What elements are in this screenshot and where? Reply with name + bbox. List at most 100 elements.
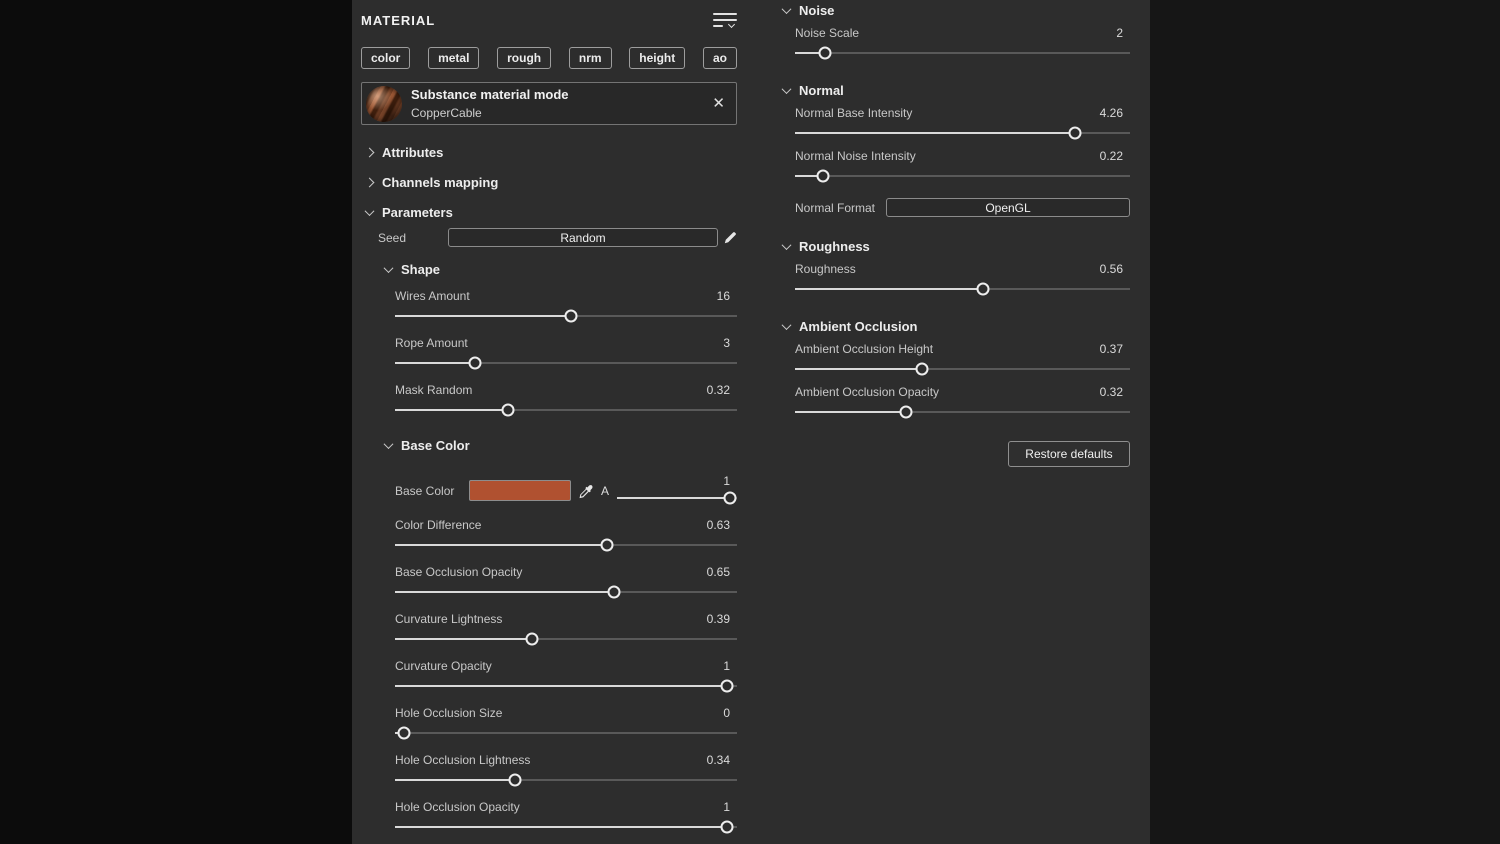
channel-button-nrm[interactable]: nrm [568, 47, 612, 69]
material-mode-title: Substance material mode [411, 87, 569, 102]
slider-track[interactable] [395, 820, 737, 835]
seed-random-button[interactable]: Random [448, 228, 718, 247]
slider-track[interactable] [395, 356, 737, 371]
section-roughness[interactable]: Roughness [781, 239, 1130, 254]
slider-knob[interactable] [525, 632, 539, 646]
slider-track[interactable] [395, 773, 737, 788]
slider-knob[interactable] [397, 726, 411, 740]
slider-knob[interactable] [1068, 126, 1082, 140]
slider-hole-occlusion-lightness: Hole Occlusion Lightness 0.34 [361, 752, 737, 788]
slider-track[interactable] [795, 169, 1130, 184]
slider-value: 2 [1116, 26, 1123, 40]
slider-knob[interactable] [818, 46, 832, 60]
base-color-label: Base Color [395, 484, 455, 498]
slider-mask-random: Mask Random 0.32 [361, 382, 737, 418]
channel-button-color[interactable]: color [361, 47, 411, 69]
slider-track[interactable] [395, 538, 737, 553]
section-shape[interactable]: Shape [361, 262, 737, 277]
slider-track[interactable] [795, 362, 1130, 377]
channel-button-rough[interactable]: rough [497, 47, 552, 69]
slider-ambient-occlusion-opacity: Ambient Occlusion Opacity 0.32 [783, 384, 1130, 420]
slider-value: 0 [723, 706, 730, 720]
normal-format-button[interactable]: OpenGL [886, 198, 1130, 217]
eyedropper-icon[interactable] [579, 485, 593, 499]
slider-value: 16 [716, 289, 730, 303]
slider-value: 0.22 [1099, 149, 1123, 163]
channel-button-ao[interactable]: ao [702, 47, 737, 69]
slider-track[interactable] [395, 679, 737, 694]
slider-curvature-opacity: Curvature Opacity 1 [361, 658, 737, 694]
section-parameters[interactable]: Parameters [361, 205, 737, 220]
slider-track[interactable] [795, 405, 1130, 420]
chevron-down-icon [383, 263, 394, 274]
slider-knob[interactable] [501, 403, 515, 417]
material-name: CopperCable [411, 106, 482, 120]
slider-knob[interactable] [816, 169, 830, 183]
channel-button-height[interactable]: height [629, 47, 686, 69]
restore-defaults-button[interactable]: Restore defaults [1008, 441, 1130, 467]
slider-knob[interactable] [600, 538, 614, 552]
section-attributes[interactable]: Attributes [361, 145, 737, 160]
slider-curvature-lightness: Curvature Lightness 0.39 [361, 611, 737, 647]
slider-track[interactable] [395, 726, 737, 741]
slider-label: Roughness [795, 262, 856, 276]
section-ambient-occlusion[interactable]: Ambient Occlusion [781, 319, 1130, 334]
pencil-icon[interactable] [724, 231, 737, 244]
slider-track[interactable] [395, 632, 737, 647]
chevron-down-icon [364, 206, 375, 217]
base-color-swatch[interactable] [469, 480, 571, 501]
slider-knob[interactable] [899, 405, 913, 419]
slider-track[interactable] [795, 126, 1130, 141]
slider-label: Normal Base Intensity [795, 106, 913, 120]
chevron-down-icon [727, 20, 736, 28]
slider-track[interactable] [395, 309, 737, 324]
slider-value: 0.32 [706, 383, 730, 397]
base-color-row: Base Color A 1 [361, 466, 737, 506]
section-normal[interactable]: Normal [781, 83, 1130, 98]
slider-value: 0.32 [1099, 385, 1123, 399]
section-noise[interactable]: Noise [781, 3, 1130, 18]
slider-label: Base Occlusion Opacity [395, 565, 523, 579]
slider-knob[interactable] [508, 773, 522, 787]
slider-value: 0.37 [1099, 342, 1123, 356]
slider-knob[interactable] [723, 491, 737, 505]
slider-knob[interactable] [607, 585, 621, 599]
slider-roughness: Roughness 0.56 [783, 261, 1130, 297]
chevron-down-icon [781, 84, 792, 95]
section-base-color[interactable]: Base Color [361, 438, 737, 453]
slider-track[interactable] [395, 403, 737, 418]
material-thumbnail [366, 85, 402, 122]
seed-row: Seed Random [361, 228, 737, 247]
slider-knob[interactable] [564, 309, 578, 323]
slider-label: Hole Occlusion Opacity [395, 800, 520, 814]
slider-knob[interactable] [976, 282, 990, 296]
slider-knob[interactable] [720, 679, 734, 693]
slider-label: Color Difference [395, 518, 482, 532]
slider-label: Ambient Occlusion Height [795, 342, 934, 356]
section-channels-mapping[interactable]: Channels mapping [361, 175, 737, 190]
slider-knob[interactable] [720, 820, 734, 834]
slider-track[interactable] [795, 282, 1130, 297]
channel-button-metal[interactable]: metal [428, 47, 480, 69]
slider-knob[interactable] [468, 356, 482, 370]
close-icon[interactable]: ✕ [712, 95, 725, 112]
chevron-down-icon [781, 4, 792, 15]
slider-label: Ambient Occlusion Opacity [795, 385, 940, 399]
slider-label: Hole Occlusion Lightness [395, 753, 531, 767]
chevron-right-icon [364, 147, 375, 158]
slider-label: Curvature Lightness [395, 612, 503, 626]
normal-format-row: Normal Format OpenGL [783, 198, 1130, 217]
slider-track[interactable] [617, 491, 737, 506]
slider-value: 1 [723, 800, 730, 814]
slider-label: Noise Scale [795, 26, 860, 40]
slider-value: 0.63 [706, 518, 730, 532]
slider-value: 0.65 [706, 565, 730, 579]
slider-track[interactable] [395, 585, 737, 600]
seed-label: Seed [378, 230, 407, 245]
list-options-icon[interactable] [713, 12, 737, 29]
alpha-label: A [601, 484, 610, 498]
slider-knob[interactable] [915, 362, 929, 376]
slider-track[interactable] [795, 46, 1130, 61]
slider-rope-amount: Rope Amount 3 [361, 335, 737, 371]
